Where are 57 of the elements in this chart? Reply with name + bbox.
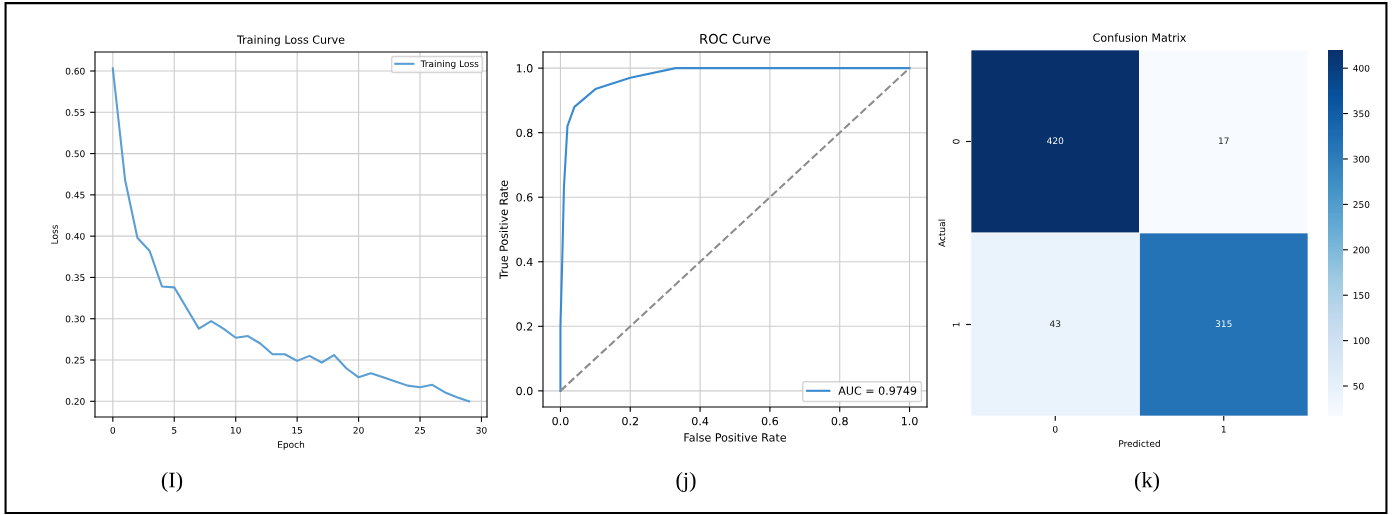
y-tick-label: 0.6 xyxy=(516,193,533,202)
color-bar-label: 350 xyxy=(1353,110,1370,118)
data-label: 315 xyxy=(1215,320,1232,328)
y-tick-label: 0.40 xyxy=(65,232,85,240)
y-axis-title: Actual xyxy=(938,219,946,248)
chart-title: Confusion Matrix xyxy=(1093,33,1187,42)
y-tick-label: 0.2 xyxy=(516,322,533,331)
data-label: 420 xyxy=(1047,137,1064,145)
chart-title: ROC Curve xyxy=(700,33,771,44)
y-tick-label: 0.25 xyxy=(65,356,85,364)
y-tick-label: 0.50 xyxy=(65,150,85,158)
x-tick-label: 20 xyxy=(353,426,364,434)
color-bar-label: 150 xyxy=(1353,291,1370,299)
y-tick-label: 0.35 xyxy=(65,274,85,281)
y-tick-label: 1.0 xyxy=(516,64,533,73)
y-axis-title: Loss xyxy=(51,225,58,244)
color-bar-label: 250 xyxy=(1353,201,1370,208)
text: (k) xyxy=(1135,471,1159,493)
x-axis-title: Predicted xyxy=(1119,440,1160,447)
x-tick-label: 0.0 xyxy=(552,416,569,426)
y-tick-label: 0.45 xyxy=(65,191,85,199)
x-axis-title: Epoch xyxy=(278,441,305,450)
color-bar-label: 100 xyxy=(1353,337,1370,345)
text: (I) xyxy=(161,471,183,493)
x-tick-label: 0 xyxy=(110,426,116,434)
y-axis-title: True Positive Rate xyxy=(499,180,508,280)
x-tick-label: 10 xyxy=(230,426,241,434)
y-tick-label: 0.20 xyxy=(65,398,85,405)
y-tick-label: 0.60 xyxy=(65,67,85,75)
x-tick-label: 0.6 xyxy=(761,416,779,426)
x-tick-label: 25 xyxy=(414,426,425,434)
x-axis-title: False Positive Rate xyxy=(684,433,787,442)
color-bar-label: 200 xyxy=(1353,246,1370,254)
x-tick-label: 0.4 xyxy=(691,416,709,426)
y-tick-label: 0.8 xyxy=(516,128,533,138)
x-tick-label: 30 xyxy=(476,426,487,434)
color-bar-label: 50 xyxy=(1353,382,1364,390)
chart-title: Training Loss Curve xyxy=(236,35,345,46)
x-tick-label: 1.0 xyxy=(901,416,918,426)
x-tick-label: 0 xyxy=(1052,425,1058,433)
y-tick-label: 0.4 xyxy=(516,257,533,267)
y-tick-label: 0.30 xyxy=(65,315,85,323)
data-label: 17 xyxy=(1219,137,1229,144)
y-tick-label: 0.0 xyxy=(516,386,533,396)
legend-label: Training Loss xyxy=(420,60,479,69)
color-bar-label: 400 xyxy=(1353,64,1370,72)
x-tick-label: 5 xyxy=(172,427,177,434)
data-label: 43 xyxy=(1049,320,1061,328)
x-tick-label: 0.8 xyxy=(831,416,848,426)
text: (j) xyxy=(676,471,696,493)
legend-label: AUC = 0.9749 xyxy=(838,386,917,395)
x-tick-label: 0.2 xyxy=(622,416,638,426)
color-bar-label: 300 xyxy=(1353,155,1370,163)
line-series xyxy=(111,67,471,403)
y-tick-label: 0.55 xyxy=(65,109,85,116)
x-tick-label: 15 xyxy=(292,427,303,434)
x-tick-label: 1 xyxy=(1221,426,1226,433)
